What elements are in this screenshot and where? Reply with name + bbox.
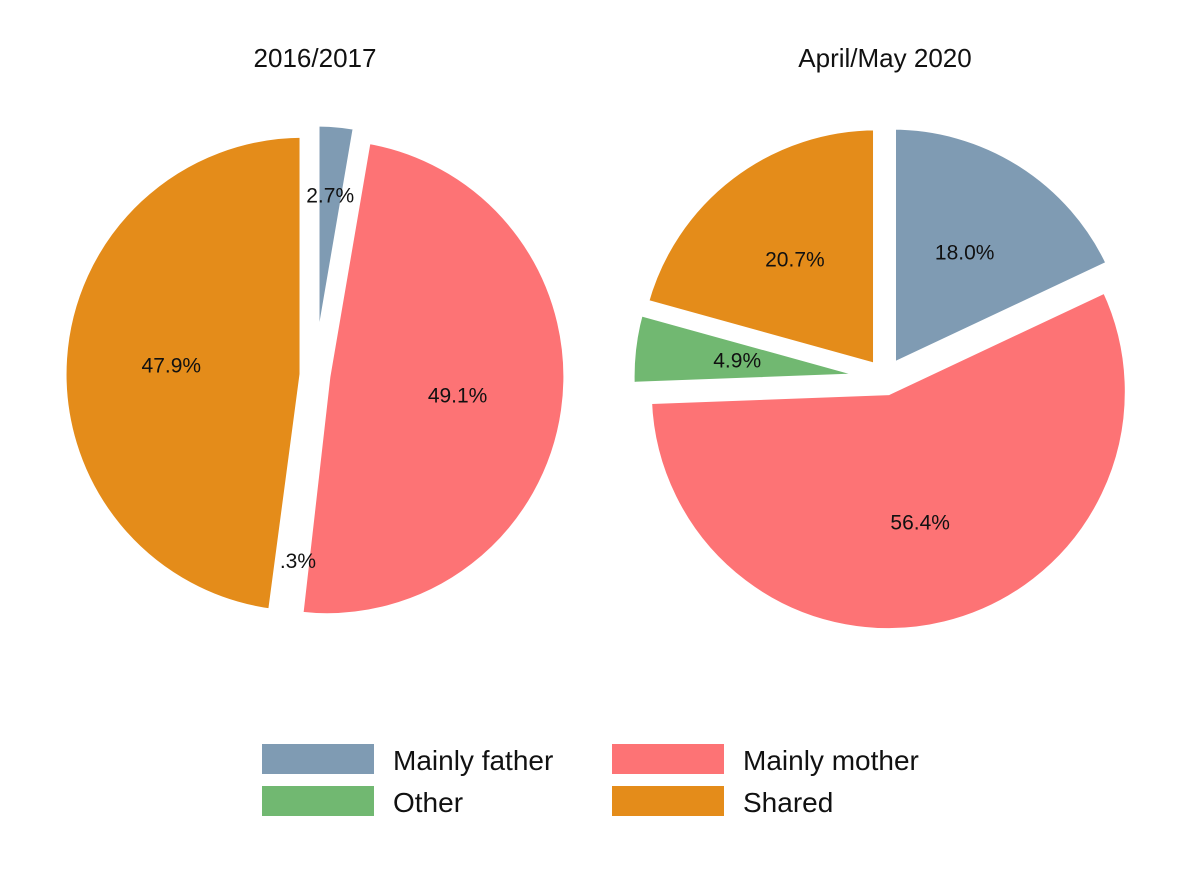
chart-title: 2016/2017	[254, 43, 377, 73]
legend-swatch	[612, 786, 724, 816]
legend-item-shared: Shared	[612, 786, 833, 818]
pie-slice-mainly-father	[312, 119, 361, 364]
legend-label: Shared	[743, 787, 833, 818]
pie-slice-mainly-father	[889, 122, 1115, 372]
pie-slice-shared	[59, 130, 307, 617]
slice-value-label: 49.1%	[428, 384, 488, 407]
slice-value-label: 18.0%	[935, 241, 995, 264]
legend-item-mainly-mother: Mainly mother	[612, 744, 919, 776]
legend-swatch	[262, 744, 374, 774]
legend-item-other: Other	[262, 786, 463, 818]
legend-label: Mainly mother	[743, 745, 919, 776]
slice-value-label: 47.9%	[142, 355, 202, 378]
legend: Mainly father Mainly mother Other Shared	[262, 744, 919, 818]
pie-slice-mainly-mother	[295, 136, 571, 621]
slice-value-label: 20.7%	[765, 249, 825, 272]
legend-swatch	[612, 744, 724, 774]
slice-value-label: 2.7%	[306, 185, 354, 208]
pie-slice-other	[278, 386, 318, 630]
slice-value-label: 56.4%	[890, 512, 950, 535]
chart-title: April/May 2020	[798, 43, 971, 73]
pie-slice-other	[627, 308, 873, 390]
pie-slice-shared	[640, 123, 881, 372]
pie-chart-2: April/May 2020 18.0% 56.4% 4.9% 20.7%	[627, 43, 1132, 636]
legend-item-mainly-father: Mainly father	[262, 744, 553, 776]
slice-value-label: 4.9%	[713, 350, 761, 373]
legend-label: Mainly father	[393, 745, 553, 776]
legend-swatch	[262, 786, 374, 816]
legend-label: Other	[393, 787, 463, 818]
pie-slice-mainly-mother	[644, 284, 1132, 636]
